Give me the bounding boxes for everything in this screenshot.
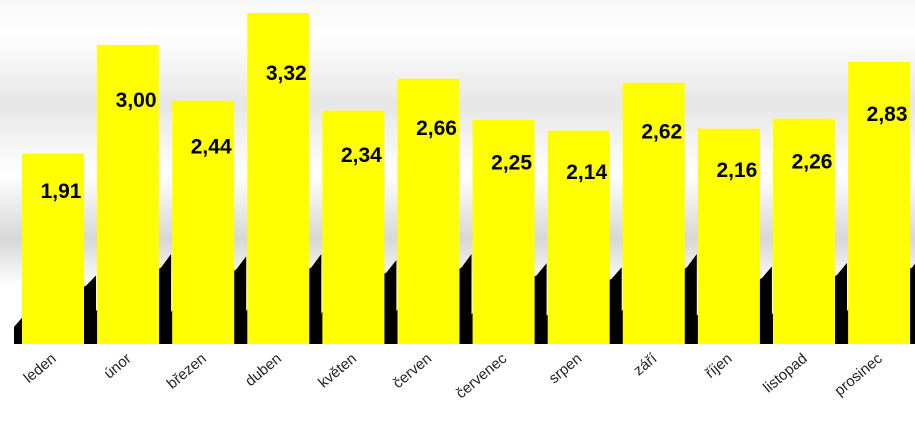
tick-label-březen: březen xyxy=(164,350,210,393)
value-label-květen: 2,34 xyxy=(341,144,382,167)
value-label-duben: 3,32 xyxy=(266,62,307,85)
bar-únor xyxy=(97,44,160,344)
bar-květen xyxy=(322,110,385,344)
tick-label-červenec: červenec xyxy=(453,350,511,402)
tick-label-srpen: srpen xyxy=(546,350,586,387)
value-label-červen: 2,66 xyxy=(416,117,457,140)
bar-leden xyxy=(22,153,84,344)
value-labels: 1,91 3,00 2,44 3,32 2,34 2,66 2,25 2,14 2,62 2,16… xyxy=(41,62,908,203)
value-label-prosinec: 2,83 xyxy=(867,103,908,126)
bar-červen xyxy=(397,78,460,344)
value-label-červenec: 2,25 xyxy=(491,152,532,175)
tick-label-listopad: listopad xyxy=(760,350,811,396)
x-tick-labels: leden únor březen duben květen červen červenec… xyxy=(21,350,887,403)
value-label-listopad: 2,26 xyxy=(792,151,833,174)
value-label-únor: 3,00 xyxy=(116,89,157,112)
tick-label-květen: květen xyxy=(315,350,360,391)
tick-label-září: září xyxy=(630,350,661,380)
bar-září xyxy=(622,82,685,344)
bar-listopad xyxy=(773,118,835,344)
tick-label-duben: duben xyxy=(242,350,285,390)
bar-březen xyxy=(172,100,235,344)
bars xyxy=(22,13,911,345)
value-label-říjen: 2,16 xyxy=(716,159,757,182)
bar-říjen xyxy=(697,128,760,344)
tick-label-prosinec: prosinec xyxy=(831,350,886,400)
bar-duben xyxy=(247,13,310,344)
bar-srpen xyxy=(547,130,610,344)
tick-label-únor: únor xyxy=(101,350,135,382)
value-label-září: 2,62 xyxy=(641,121,682,144)
bar-červenec xyxy=(472,119,535,345)
tick-label-červen: červen xyxy=(390,350,435,392)
value-label-březen: 2,44 xyxy=(191,136,232,159)
value-label-srpen: 2,14 xyxy=(566,161,607,184)
tick-label-leden: leden xyxy=(21,350,60,387)
bar-prosinec xyxy=(848,61,911,344)
value-label-leden: 1,91 xyxy=(41,180,82,203)
tick-label-říjen: říjen xyxy=(702,350,735,382)
